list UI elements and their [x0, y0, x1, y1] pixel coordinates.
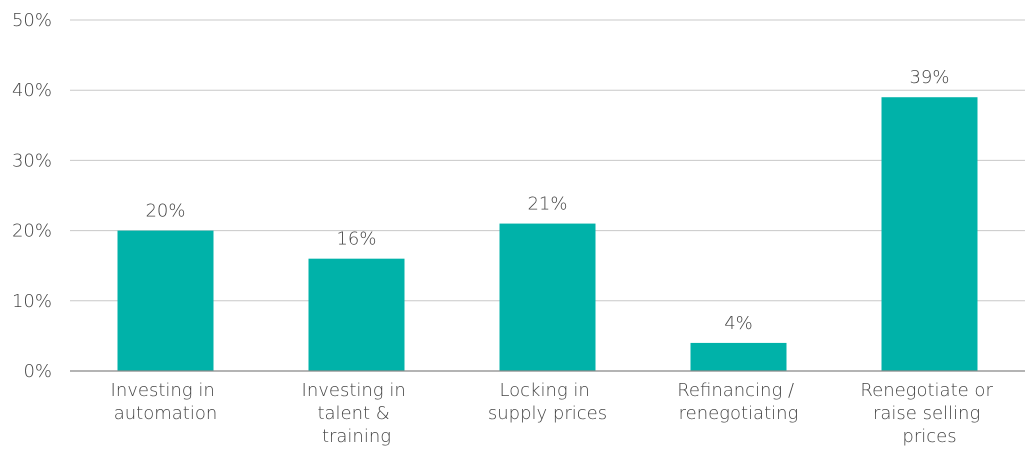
bar: [881, 97, 978, 371]
data-label: 4%: [724, 313, 753, 334]
y-tick-label: 0%: [23, 361, 52, 382]
x-tick-label: Locking in supply prices: [488, 380, 607, 424]
bar: [499, 223, 596, 371]
bar: [308, 258, 405, 371]
x-tick-label: Investing in talent & training: [302, 380, 412, 447]
x-tick-label: Renegotiate or raise selling prices: [860, 380, 998, 447]
y-tick-label: 40%: [12, 80, 52, 101]
y-tick-label: 10%: [12, 291, 52, 312]
y-tick-label: 20%: [12, 221, 52, 242]
bar: [690, 342, 787, 371]
data-label: 21%: [527, 194, 567, 215]
bar: [117, 230, 214, 371]
y-tick-label: 50%: [12, 10, 52, 31]
y-tick-label: 30%: [12, 150, 52, 171]
data-label: 16%: [336, 229, 376, 250]
data-label: 20%: [145, 201, 185, 222]
x-tick-label: Refinancing / renegotiating: [677, 380, 800, 424]
data-label: 39%: [909, 67, 949, 88]
x-tick-label: Investing in automation: [111, 380, 221, 424]
